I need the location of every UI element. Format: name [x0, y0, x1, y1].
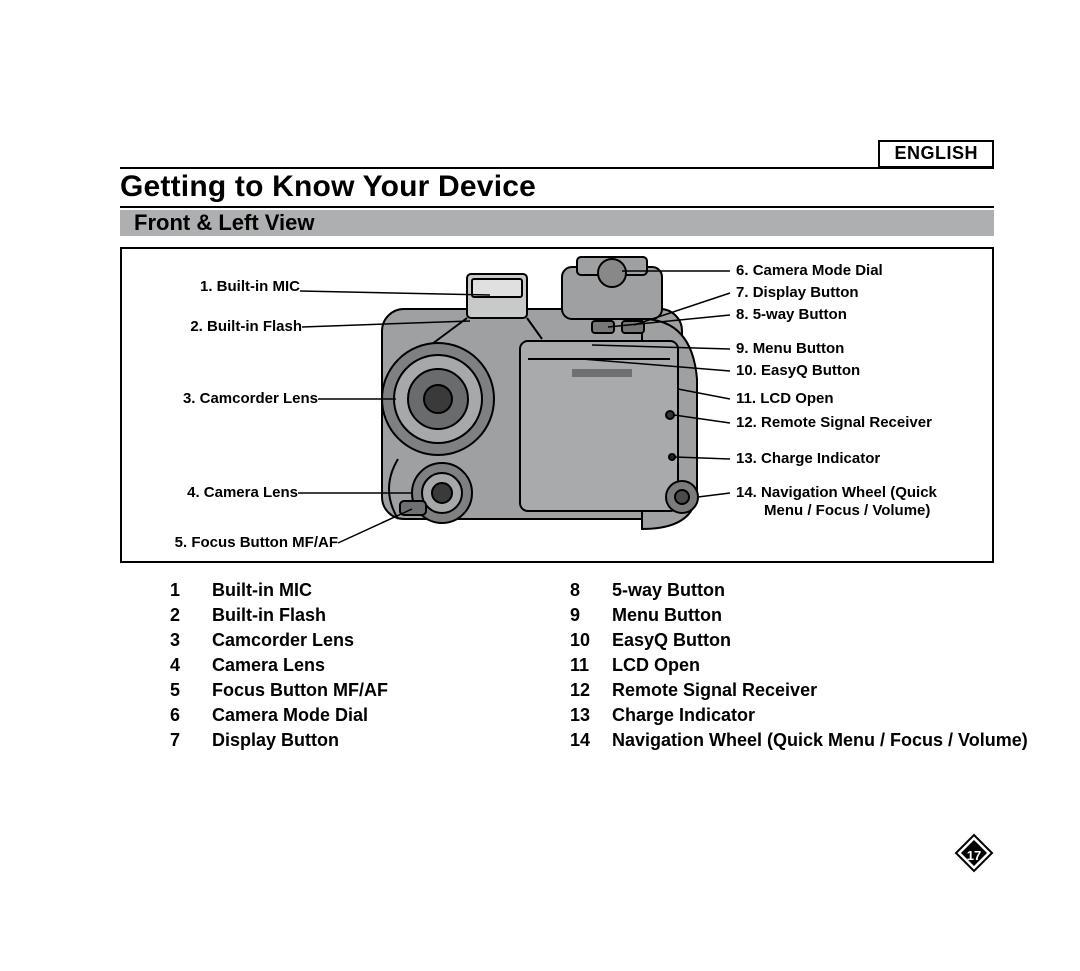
device-illustration: 1. Built-in MIC 2. Built-in Flash 3. Cam… — [122, 249, 992, 561]
callout-10: 10. EasyQ Button — [736, 362, 860, 379]
list-item: 5Focus Button MF/AF — [170, 678, 570, 703]
manual-page: ENGLISH Getting to Know Your Device Fron… — [0, 0, 1080, 971]
list-item: 11LCD Open — [570, 653, 1030, 678]
list-item: 14Navigation Wheel (Quick Menu / Focus /… — [570, 728, 1030, 753]
callout-14b: Menu / Focus / Volume) — [764, 502, 930, 519]
rule-below-title — [120, 206, 994, 208]
list-item: 10EasyQ Button — [570, 628, 1030, 653]
parts-list-right: 85-way Button 9Menu Button 10EasyQ Butto… — [570, 578, 1030, 753]
subtitle-text: Front & Left View — [134, 210, 315, 236]
list-item: 1Built-in MIC — [170, 578, 570, 603]
device-diagram: 1. Built-in MIC 2. Built-in Flash 3. Cam… — [120, 247, 994, 563]
callout-4: 4. Camera Lens — [187, 484, 298, 501]
parts-list-left: 1Built-in MIC 2Built-in Flash 3Camcorder… — [170, 578, 570, 753]
callout-7: 7. Display Button — [736, 284, 859, 301]
callout-5: 5. Focus Button MF/AF — [175, 534, 338, 551]
parts-list: 1Built-in MIC 2Built-in Flash 3Camcorder… — [170, 578, 994, 753]
callout-11: 11. LCD Open — [736, 390, 834, 407]
page-title: Getting to Know Your Device — [120, 170, 536, 204]
callout-1: 1. Built-in MIC — [200, 278, 300, 295]
list-item: 2Built-in Flash — [170, 603, 570, 628]
list-item: 85-way Button — [570, 578, 1030, 603]
list-item: 9Menu Button — [570, 603, 1030, 628]
callout-3: 3. Camcorder Lens — [183, 390, 318, 407]
list-item: 13Charge Indicator — [570, 703, 1030, 728]
callout-14a: 14. Navigation Wheel (Quick — [736, 484, 938, 501]
list-item: 6Camera Mode Dial — [170, 703, 570, 728]
rule-above-title — [120, 167, 994, 169]
callout-8: 8. 5-way Button — [736, 306, 847, 323]
list-item: 4Camera Lens — [170, 653, 570, 678]
list-item: 3Camcorder Lens — [170, 628, 570, 653]
callout-12: 12. Remote Signal Receiver — [736, 414, 932, 431]
page-number: 17 — [964, 848, 984, 863]
list-item: 12Remote Signal Receiver — [570, 678, 1030, 703]
list-item: 7Display Button — [170, 728, 570, 753]
callout-13: 13. Charge Indicator — [736, 450, 880, 467]
callout-2: 2. Built-in Flash — [190, 318, 302, 335]
language-box: ENGLISH — [878, 140, 994, 168]
callout-9: 9. Menu Button — [736, 340, 844, 357]
callout-6: 6. Camera Mode Dial — [736, 262, 883, 279]
